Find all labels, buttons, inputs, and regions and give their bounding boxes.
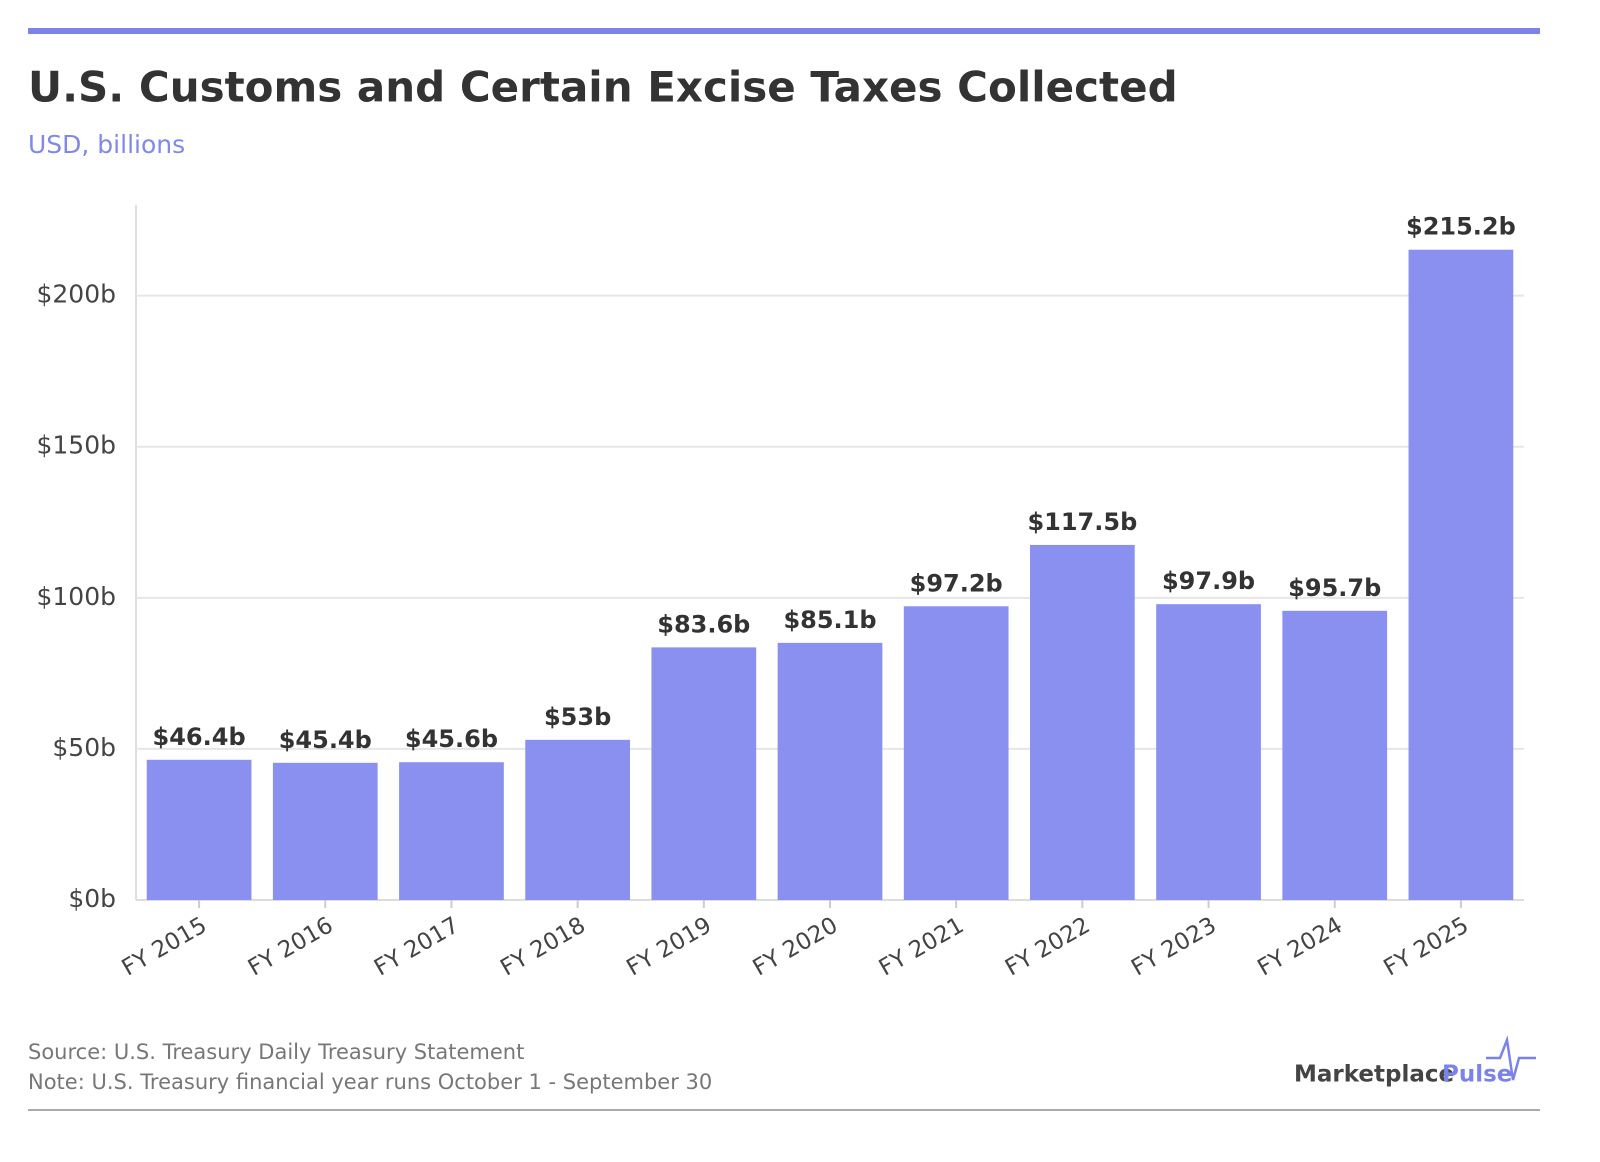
- x-tick-label: FY 2025: [1380, 912, 1474, 981]
- y-tick-label: $100b: [37, 582, 117, 611]
- value-label: $53b: [544, 703, 611, 731]
- value-label: $95.7b: [1288, 574, 1381, 602]
- x-tick-label: FY 2022: [1001, 912, 1095, 981]
- chart-subtitle: USD, billions: [28, 130, 185, 159]
- x-tick-label: FY 2016: [244, 912, 338, 981]
- bar: [1029, 544, 1135, 900]
- x-tick-label: FY 2024: [1253, 912, 1347, 981]
- bar: [146, 759, 252, 900]
- x-tick-label: FY 2023: [1127, 912, 1221, 981]
- bar: [651, 647, 757, 900]
- y-tick-label: $200b: [37, 280, 117, 309]
- value-label: $85.1b: [783, 606, 876, 634]
- x-tick-label: FY 2017: [370, 912, 464, 981]
- top-bar: [28, 28, 1540, 34]
- x-tick-label: FY 2018: [496, 912, 590, 981]
- value-label: $97.2b: [910, 569, 1003, 597]
- source-note: Source: U.S. Treasury Daily Treasury Sta…: [28, 1040, 524, 1064]
- bar: [272, 762, 378, 900]
- value-label: $97.9b: [1162, 567, 1255, 595]
- value-label: $117.5b: [1027, 508, 1137, 536]
- x-tick-label: FY 2015: [118, 912, 212, 981]
- footnote: Note: U.S. Treasury financial year runs …: [28, 1070, 712, 1094]
- chart-title: U.S. Customs and Certain Excise Taxes Co…: [28, 63, 1178, 112]
- bar: [903, 606, 1009, 900]
- x-tick-label: FY 2020: [749, 912, 843, 981]
- value-label: $45.6b: [405, 725, 498, 753]
- y-tick-label: $50b: [52, 733, 116, 762]
- logo-icon: [1486, 1035, 1536, 1081]
- y-tick-label: $150b: [37, 431, 117, 460]
- bar: [525, 739, 631, 900]
- x-tick-label: FY 2019: [622, 912, 716, 981]
- value-label: $215.2b: [1406, 213, 1516, 241]
- value-label: $46.4b: [153, 723, 246, 751]
- bar: [1156, 604, 1261, 900]
- bar: [1282, 610, 1388, 900]
- logo-name: Marketplace: [1294, 1062, 1454, 1088]
- bar: [777, 642, 883, 900]
- y-tick-label: $0b: [68, 884, 116, 913]
- x-tick-label: FY 2021: [875, 912, 969, 981]
- value-label: $83.6b: [657, 610, 750, 638]
- value-label: $45.4b: [279, 726, 372, 754]
- logo-accent: Pulse: [1442, 1062, 1512, 1088]
- bar: [399, 762, 504, 900]
- bar: [1408, 249, 1514, 900]
